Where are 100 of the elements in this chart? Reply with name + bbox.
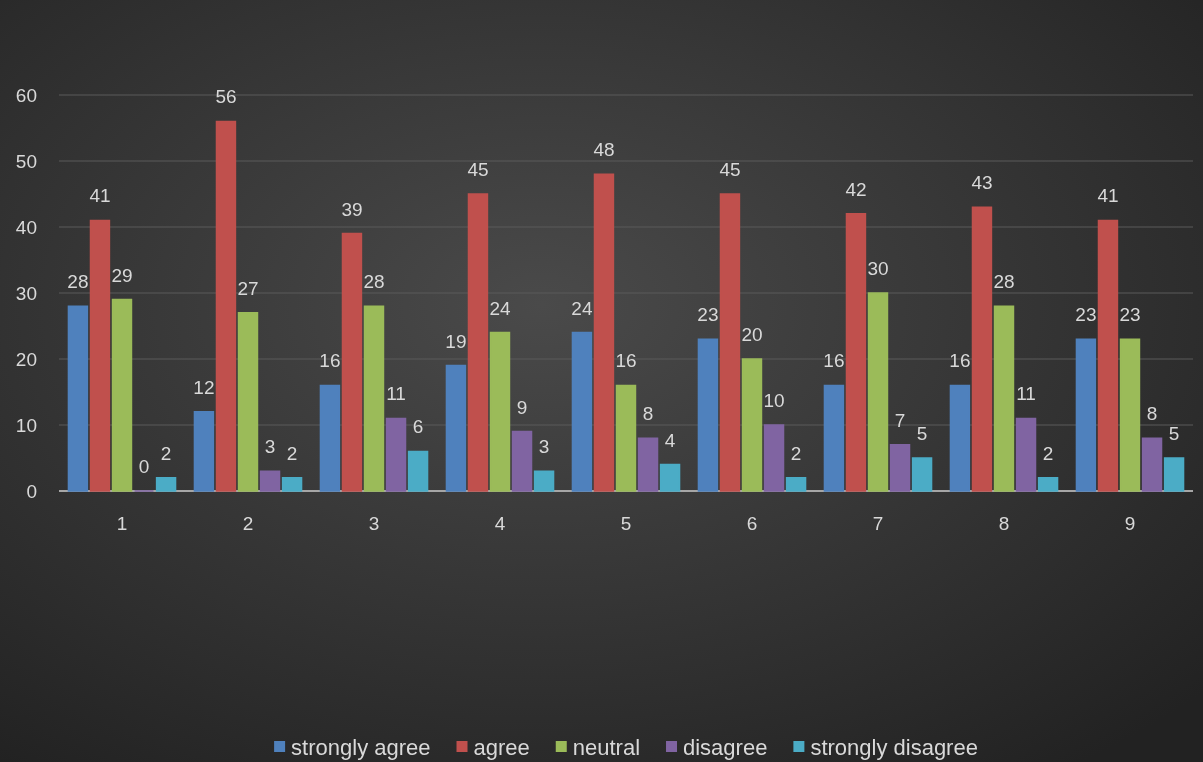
bar [1097,219,1119,492]
data-label: 23 [1119,304,1141,326]
data-label: 45 [467,159,489,180]
bar [697,338,719,492]
bar [489,331,511,492]
bar [155,477,177,492]
data-label: 43 [971,172,993,194]
data-label: 56 [215,86,237,108]
data-label: 20 [741,324,763,345]
data-label: 5 [1168,423,1180,444]
bar [1141,437,1163,492]
bar [237,312,259,492]
bar [889,444,911,492]
bar [993,305,1015,492]
legend-label: strongly disagree [810,735,978,760]
data-label: 0 [138,456,150,477]
bar [215,120,237,492]
bar [511,430,533,492]
data-label: 12 [193,376,215,398]
legend-label: strongly agree [291,735,431,760]
data-label: 2 [1042,442,1054,464]
bar [823,384,845,492]
data-label: 3 [264,436,276,458]
x-tick-label: 1 [116,513,128,534]
legend-label: agree [473,735,530,760]
data-label: 42 [845,178,867,200]
y-tick-label: 10 [15,414,37,436]
bar [659,463,681,492]
x-tick-label: 7 [872,513,884,534]
bar [319,384,341,492]
bar [719,193,741,492]
data-label: 9 [516,396,528,418]
x-tick-label: 8 [998,513,1010,534]
bar [281,477,303,492]
bar [763,424,785,492]
bar [1119,338,1141,492]
data-label: 27 [237,277,259,299]
bar [467,193,489,492]
data-label: 29 [111,264,133,286]
bar [1037,477,1059,492]
data-label: 23 [1075,304,1097,326]
x-tick-label: 4 [494,513,506,534]
data-label: 41 [89,185,111,207]
bar [445,364,467,492]
bar [407,450,429,492]
y-tick-label: 30 [15,282,37,304]
data-label: 23 [697,304,719,326]
bar [1075,338,1097,492]
bar [845,213,867,492]
bar [385,417,407,492]
data-label: 8 [1146,403,1158,425]
bar [193,411,215,492]
bar [971,206,993,492]
bar [259,470,281,492]
data-label: 2 [790,442,802,464]
bar [949,384,971,492]
bar [571,331,593,492]
data-label: 2 [286,442,298,464]
bar [637,437,659,492]
bar [67,305,89,492]
data-label: 41 [1097,185,1119,207]
x-tick-label: 2 [242,513,254,534]
x-tick-label: 3 [368,513,380,534]
legend-label: disagree [683,735,768,760]
data-label: 16 [319,350,341,372]
bar [341,232,363,492]
data-label: 6 [412,416,424,438]
bar [533,470,555,492]
data-label: 2 [160,442,172,464]
y-tick-label: 0 [26,480,37,502]
y-tick-label: 50 [15,150,37,172]
data-label: 4 [664,429,676,451]
data-label: 48 [593,139,615,161]
y-tick-label: 60 [15,84,37,106]
bar [867,292,889,492]
bar [1163,457,1185,492]
y-tick-label: 40 [15,216,37,238]
bar [785,477,807,492]
y-tick-label: 20 [15,348,37,370]
bar [111,298,133,492]
data-label: 3 [538,436,550,458]
bar [1015,417,1037,492]
data-label: 16 [823,350,845,372]
bar [615,384,637,492]
data-label: 10 [763,390,785,411]
data-label: 24 [489,297,511,319]
data-label: 30 [867,258,889,279]
x-tick-label: 5 [620,513,632,534]
bar [593,173,615,492]
data-label: 8 [642,403,654,425]
bar [741,358,763,492]
x-tick-label: 9 [1124,513,1136,534]
data-label: 11 [1016,383,1036,405]
x-tick-label: 6 [746,513,758,534]
data-label: 28 [993,271,1015,293]
data-label: 11 [386,383,406,405]
data-label: 28 [67,271,89,293]
data-label: 7 [894,409,906,431]
bar [89,219,111,492]
data-label: 16 [615,350,637,372]
